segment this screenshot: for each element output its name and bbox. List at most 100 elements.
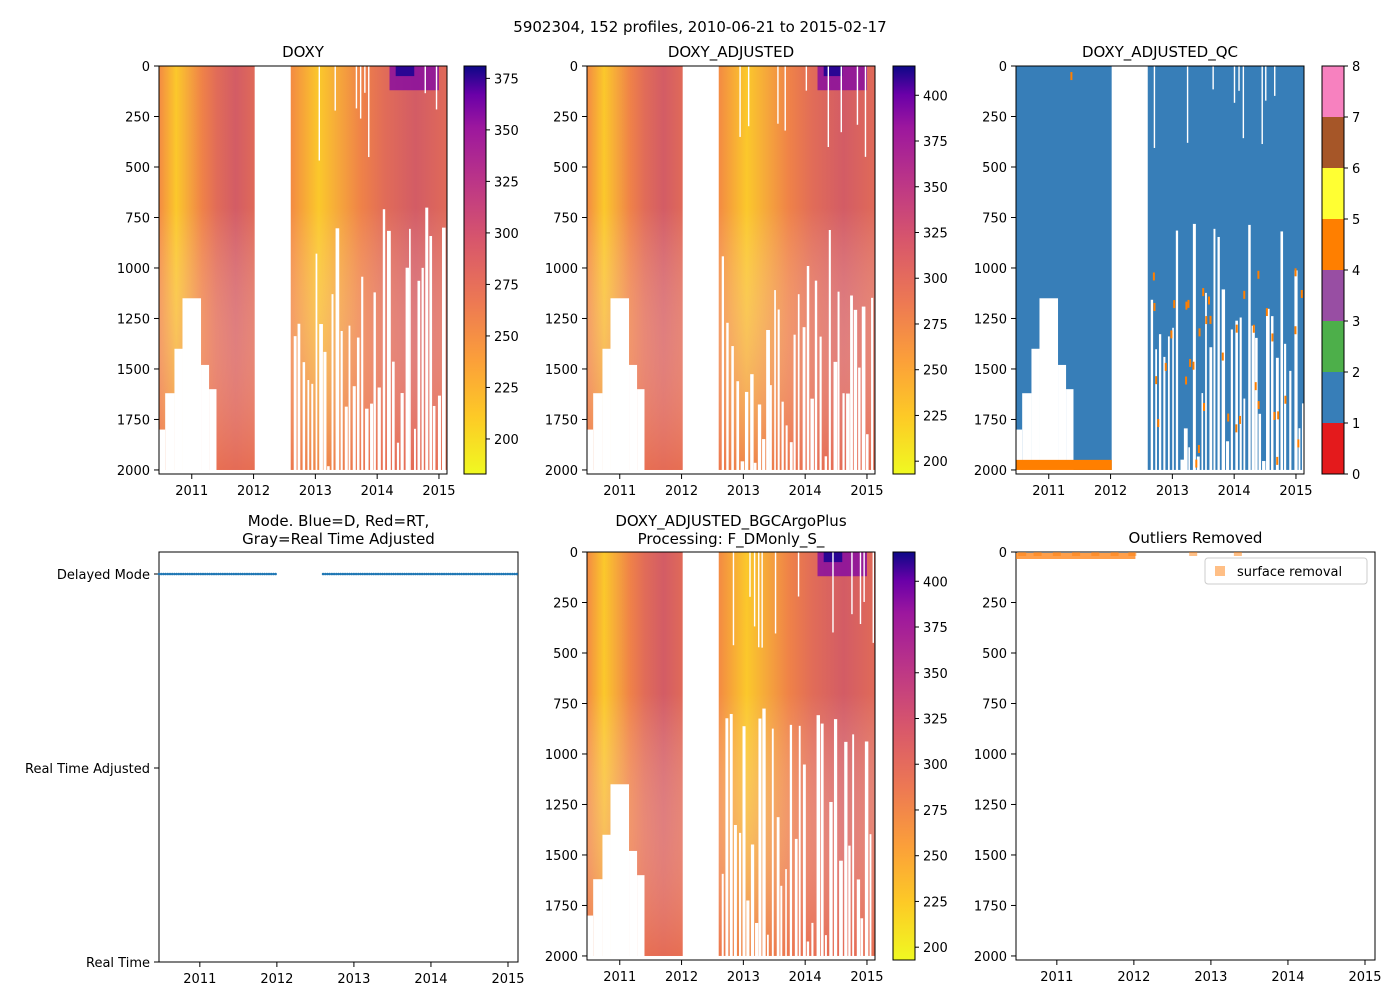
panel-title: DOXY_ADJUSTED_BGCArgoPlus xyxy=(615,512,846,531)
profile-gap xyxy=(1238,66,1240,91)
mode-point xyxy=(506,572,510,576)
panel-mode: Delayed Mode Real Time Adjusted Real Time 2… xyxy=(25,512,525,987)
y-tick-label: 250 xyxy=(553,596,578,611)
profile-gap xyxy=(377,387,381,474)
profile-gap xyxy=(1217,236,1220,474)
missing-data xyxy=(587,429,594,474)
profile-gap xyxy=(758,552,760,648)
profile-gap xyxy=(1235,320,1238,474)
qc-flag4-mark xyxy=(1243,290,1246,299)
mode-point xyxy=(508,572,512,576)
axes-frame xyxy=(586,551,876,961)
profile-gap xyxy=(729,713,733,960)
mode-point xyxy=(219,572,222,576)
profile-gap xyxy=(1251,325,1255,474)
mode-point xyxy=(414,572,417,576)
profile-gap xyxy=(373,292,376,474)
profile-gap xyxy=(859,552,862,625)
colorbar-swatch-2 xyxy=(1322,321,1344,372)
y-tick-label: 2000 xyxy=(974,950,1007,965)
mode-point xyxy=(394,572,397,576)
profile-gap xyxy=(774,290,776,474)
data-gap xyxy=(682,552,719,960)
mode-point xyxy=(190,572,194,576)
colorbar-tick-label: 350 xyxy=(494,124,519,139)
qc-flag4-mark xyxy=(1221,352,1224,361)
profile-gap xyxy=(753,552,756,627)
mode-point xyxy=(345,572,349,576)
axes-frame xyxy=(158,551,519,963)
outlier-point xyxy=(1110,552,1119,556)
mode-point xyxy=(250,572,253,576)
colorbar-tick-label: 325 xyxy=(923,712,948,727)
colorbar-tick-label: 250 xyxy=(494,330,519,345)
missing-data xyxy=(1111,469,1304,474)
profile-gap xyxy=(319,324,323,474)
mode-point xyxy=(212,572,216,576)
colorbar-swatch-7 xyxy=(1322,66,1344,117)
y-tick-label: 500 xyxy=(553,161,578,176)
profile-gap xyxy=(824,456,828,474)
qc-flag4-mark xyxy=(1284,395,1287,404)
profile-gap xyxy=(1201,393,1204,474)
profile-gap xyxy=(1172,327,1174,474)
mode-point xyxy=(343,572,347,576)
profile-gap xyxy=(806,265,810,474)
mode-point xyxy=(192,572,196,576)
profile-gap xyxy=(858,367,861,474)
mode-point xyxy=(166,572,170,576)
profile-gap xyxy=(302,362,306,474)
profile-gap xyxy=(1274,66,1276,96)
heatmap-body xyxy=(159,66,447,474)
profile-gap xyxy=(1175,230,1179,474)
profile-gap xyxy=(869,834,872,960)
outlier-point xyxy=(1018,552,1027,556)
profile-gap xyxy=(780,885,783,960)
profile-gap xyxy=(355,66,358,109)
colorbar-tick-label: 250 xyxy=(923,850,948,865)
colorbar-tick-label: 325 xyxy=(923,226,948,241)
profile-gap xyxy=(726,322,729,474)
mode-point xyxy=(418,572,422,576)
profile-gap xyxy=(1280,231,1284,474)
profile-gap xyxy=(732,552,735,646)
profile-gap xyxy=(424,66,426,94)
profile-gap xyxy=(307,380,310,474)
x-tick-label: 2014 xyxy=(414,972,447,987)
mode-point xyxy=(464,572,468,576)
mode-point xyxy=(420,572,424,576)
x-tick-label: 2014 xyxy=(1218,484,1251,499)
profile-gap xyxy=(1221,289,1226,474)
mode-point xyxy=(157,572,161,576)
colorbar-tick-label: 350 xyxy=(923,181,948,196)
colorbar-swatch-5 xyxy=(1322,168,1344,219)
qc-flag4-mark xyxy=(1235,324,1238,333)
qc-flag4-mark xyxy=(1202,288,1205,297)
mode-point xyxy=(411,572,415,576)
profile-gap xyxy=(848,845,851,960)
missing-data xyxy=(1031,348,1040,474)
qc-flag4-mark xyxy=(1300,289,1303,298)
colorbar-tick-label: 8 xyxy=(1352,60,1360,75)
outlier-point xyxy=(1091,552,1100,556)
colorbar-frame xyxy=(892,65,916,475)
colorbar-tick-label: 4 xyxy=(1352,264,1360,279)
qc-flag4-mark xyxy=(1277,411,1280,420)
profile-gap xyxy=(832,552,834,633)
mode-point xyxy=(458,572,461,576)
x-tick-label: 2011 xyxy=(183,972,216,987)
profile-gap xyxy=(297,323,301,474)
mode-point xyxy=(274,572,277,576)
data-gap xyxy=(1111,66,1148,474)
missing-data xyxy=(165,393,175,474)
mode-point xyxy=(396,572,400,576)
outlier-point xyxy=(1052,552,1061,556)
mode-point xyxy=(429,572,433,576)
colorbar-tick-label: 1 xyxy=(1352,417,1360,432)
mode-point xyxy=(480,572,483,576)
profile-gap xyxy=(414,428,416,474)
profile-gap xyxy=(777,309,780,474)
qc-flag4-band xyxy=(1016,459,1112,470)
mode-point xyxy=(214,572,218,576)
qc-flag4-mark xyxy=(1153,303,1156,312)
